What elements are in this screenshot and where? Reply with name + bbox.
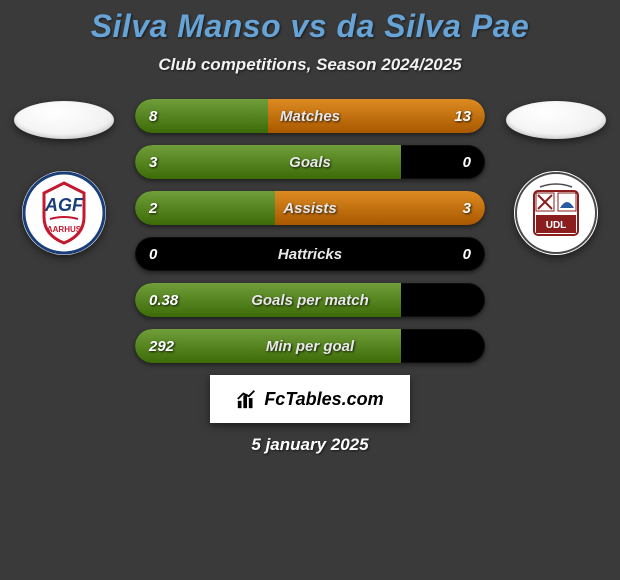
stat-label: Min per goal bbox=[266, 338, 354, 355]
page-subtitle: Club competitions, Season 2024/2025 bbox=[0, 55, 620, 75]
stat-label: Goals bbox=[289, 154, 331, 171]
stat-value-left: 0 bbox=[149, 246, 157, 263]
stat-value-right: 3 bbox=[463, 200, 471, 217]
svg-text:UDL: UDL bbox=[546, 220, 567, 231]
player-left-crest: AGF AARHUS bbox=[22, 171, 106, 255]
stat-value-right: 13 bbox=[454, 108, 471, 125]
bar-fill-left bbox=[135, 145, 401, 179]
stat-value-right: 0 bbox=[463, 246, 471, 263]
stat-value-left: 292 bbox=[149, 338, 174, 355]
stat-bars: 8 Matches 13 3 Goals 0 2 Assists 3 0 Hattricks 0 0.3… bbox=[135, 99, 485, 363]
stat-value-left: 0.38 bbox=[149, 292, 178, 309]
stat-bar: 0.38 Goals per match bbox=[135, 283, 485, 317]
player-left-oval bbox=[14, 101, 114, 139]
svg-text:AGF: AGF bbox=[44, 195, 84, 215]
stat-value-right: 0 bbox=[463, 154, 471, 171]
stat-bar: 292 Min per goal bbox=[135, 329, 485, 363]
stat-value-left: 2 bbox=[149, 200, 157, 217]
stat-label: Hattricks bbox=[278, 246, 342, 263]
stat-bar: 3 Goals 0 bbox=[135, 145, 485, 179]
body-row: AGF AARHUS 8 Matches 13 3 Goals 0 2 Assists 3 0 Ha… bbox=[0, 99, 620, 363]
agf-crest-icon: AGF AARHUS bbox=[22, 171, 106, 255]
date-line: 5 january 2025 bbox=[0, 435, 620, 455]
svg-text:AARHUS: AARHUS bbox=[47, 225, 82, 234]
stat-bar: 2 Assists 3 bbox=[135, 191, 485, 225]
right-player-column: UDL bbox=[501, 99, 611, 255]
watermark: FcTables.com bbox=[210, 375, 410, 423]
page-title: Silva Manso vs da Silva Pae bbox=[0, 8, 620, 45]
bars-icon bbox=[236, 388, 258, 410]
udl-crest-icon: UDL bbox=[514, 171, 598, 255]
stat-label: Assists bbox=[283, 200, 336, 217]
player-right-oval bbox=[506, 101, 606, 139]
stat-value-left: 3 bbox=[149, 154, 157, 171]
player-right-crest: UDL bbox=[514, 171, 598, 255]
stat-label: Goals per match bbox=[251, 292, 369, 309]
stat-bar: 8 Matches 13 bbox=[135, 99, 485, 133]
watermark-text: FcTables.com bbox=[264, 389, 383, 410]
stat-label: Matches bbox=[280, 108, 340, 125]
stat-bar: 0 Hattricks 0 bbox=[135, 237, 485, 271]
comparison-infographic: Silva Manso vs da Silva Pae Club competi… bbox=[0, 0, 620, 455]
stat-value-left: 8 bbox=[149, 108, 157, 125]
left-player-column: AGF AARHUS bbox=[9, 99, 119, 255]
